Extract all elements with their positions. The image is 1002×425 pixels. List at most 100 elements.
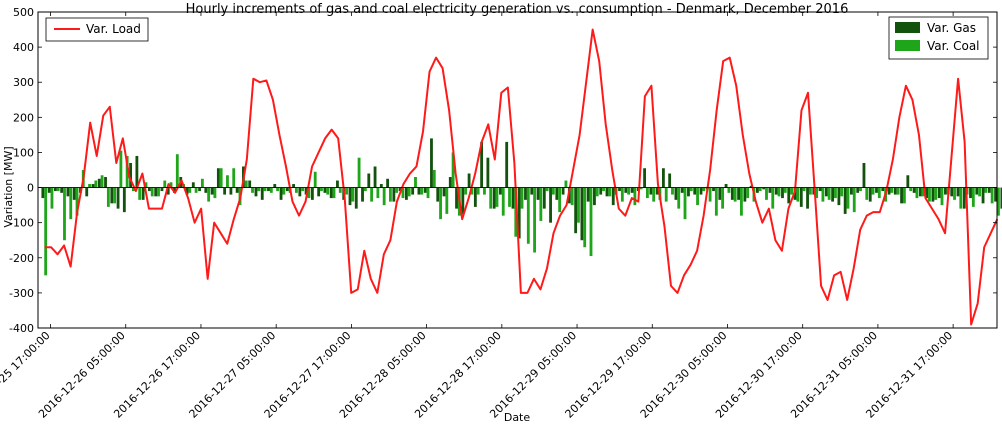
bar-var-gas-51 — [361, 187, 364, 202]
bar-var-coal-2 — [56, 187, 60, 192]
bar-var-gas-143 — [937, 187, 941, 199]
bar-var-coal-140 — [921, 187, 925, 197]
bar-var-coal-24 — [194, 187, 198, 193]
bar-var-coal-110 — [733, 187, 737, 202]
bar-var-gas-9 — [97, 178, 101, 188]
bar-var-gas-18 — [154, 187, 158, 197]
x-tick-label-7: 2016-12-29 05:00:00 — [487, 329, 579, 421]
bar-var-gas-81 — [549, 187, 552, 223]
bar-var-gas-68 — [467, 173, 471, 188]
bar-var-coal-34 — [257, 187, 261, 192]
bar-var-coal-92 — [620, 187, 624, 202]
bar-var-coal-94 — [633, 187, 637, 206]
bar-var-coal-58 — [407, 187, 411, 197]
bar-var-gas-130 — [856, 187, 860, 193]
bar-var-coal-46 — [332, 187, 336, 199]
bar-var-coal-18 — [157, 187, 160, 197]
bar-var-coal-9 — [100, 175, 104, 188]
bar-var-gas-62 — [430, 138, 433, 188]
bar-var-gas-104 — [693, 187, 697, 195]
bar-var-gas-147 — [962, 187, 966, 209]
bar-var-coal-19 — [163, 180, 167, 188]
bar-var-gas-122 — [806, 187, 809, 209]
bar-var-coal-116 — [771, 187, 775, 209]
bar-var-coal-127 — [840, 187, 844, 197]
bar-var-gas-111 — [737, 187, 741, 200]
bar-var-gas-92 — [618, 187, 621, 192]
bar-var-gas-71 — [486, 157, 490, 188]
bar-var-coal-16 — [144, 182, 148, 188]
bar-var-coal-114 — [758, 187, 762, 192]
bar-var-coal-137 — [902, 187, 906, 204]
bar-var-coal-104 — [696, 187, 699, 206]
bar-var-gas-70 — [480, 141, 484, 188]
bar-var-coal-33 — [251, 187, 254, 193]
bar-var-coal-43 — [313, 171, 317, 188]
bar-var-coal-138 — [909, 187, 913, 192]
bar-var-coal-80 — [545, 187, 549, 192]
x-tick-label-11: 2016-12-31 05:00:00 — [788, 329, 880, 421]
bar-var-gas-139 — [912, 187, 916, 193]
bar-var-gas-90 — [605, 187, 609, 197]
bar-var-gas-110 — [730, 187, 734, 200]
bar-var-coal-84 — [570, 187, 574, 206]
bar-var-gas-116 — [768, 187, 772, 193]
bar-var-gas-21 — [173, 187, 176, 193]
x-tick-label-1: 2016-12-26 05:00:00 — [36, 329, 128, 421]
bar-var-gas-136 — [893, 187, 897, 195]
bar-var-coal-82 — [558, 187, 562, 213]
bar-var-coal-7 — [88, 184, 91, 188]
bar-var-coal-79 — [539, 187, 543, 221]
bar-var-gas-128 — [843, 187, 847, 214]
y-axis-label: Variation [MW] — [2, 146, 15, 227]
bar-var-gas-99 — [661, 168, 665, 188]
bar-var-gas-16 — [141, 187, 145, 200]
bar-var-coal-57 — [401, 187, 405, 199]
bar-var-coal-56 — [395, 187, 399, 193]
bar-var-gas-17 — [148, 187, 151, 192]
bar-var-gas-105 — [699, 187, 703, 195]
bar-var-gas-142 — [931, 187, 935, 202]
bar-var-coal-47 — [338, 187, 342, 193]
bar-var-gas-0 — [41, 187, 45, 199]
bar-var-gas-82 — [555, 187, 559, 200]
bar-var-gas-29 — [223, 187, 227, 195]
bar-var-coal-73 — [501, 187, 505, 216]
legend-coal-label: Var. Coal — [927, 39, 980, 53]
bar-var-coal-61 — [426, 187, 430, 199]
bar-var-coal-63 — [439, 187, 442, 220]
y-axis: -400 -300 -200 -100 0 100 200 300 400 500 — [9, 6, 997, 335]
bar-var-gas-34 — [254, 187, 258, 197]
bar-var-coal-53 — [376, 187, 380, 199]
bar-var-gas-69 — [473, 187, 477, 207]
bar-var-gas-19 — [160, 187, 164, 192]
x-tick-label-10: 2016-12-30 17:00:00 — [713, 329, 805, 421]
bar-var-gas-12 — [116, 187, 120, 209]
bar-var-gas-141 — [925, 187, 929, 199]
bar-var-gas-150 — [981, 187, 985, 204]
bar-var-coal-102 — [683, 187, 687, 220]
bar-var-gas-36 — [267, 187, 270, 192]
bar-var-gas-57 — [398, 187, 402, 192]
legend-load-box — [45, 17, 149, 42]
bar-var-coal-0 — [44, 187, 48, 276]
bar-var-gas-39 — [285, 187, 289, 192]
bar-var-coal-88 — [595, 187, 599, 197]
bar-var-coal-95 — [639, 187, 643, 190]
bar-var-coal-25 — [200, 178, 204, 188]
bar-var-gas-72 — [492, 187, 496, 209]
bar-var-gas-28 — [216, 168, 220, 188]
bar-var-gas-109 — [724, 184, 728, 188]
bar-var-coal-12 — [119, 150, 123, 188]
bar-var-coal-107 — [714, 187, 718, 216]
bar-var-gas-125 — [824, 187, 828, 197]
bar-var-coal-21 — [175, 154, 179, 188]
bar-var-gas-79 — [536, 187, 540, 200]
bar-var-gas-20 — [166, 187, 170, 195]
bar-var-coal-118 — [783, 187, 787, 193]
bar-var-coal-120 — [796, 187, 800, 202]
bar-var-coal-125 — [827, 187, 831, 200]
bar-var-gas-146 — [956, 187, 960, 197]
bar-var-coal-96 — [645, 187, 649, 199]
bar-var-coal-59 — [414, 177, 417, 188]
